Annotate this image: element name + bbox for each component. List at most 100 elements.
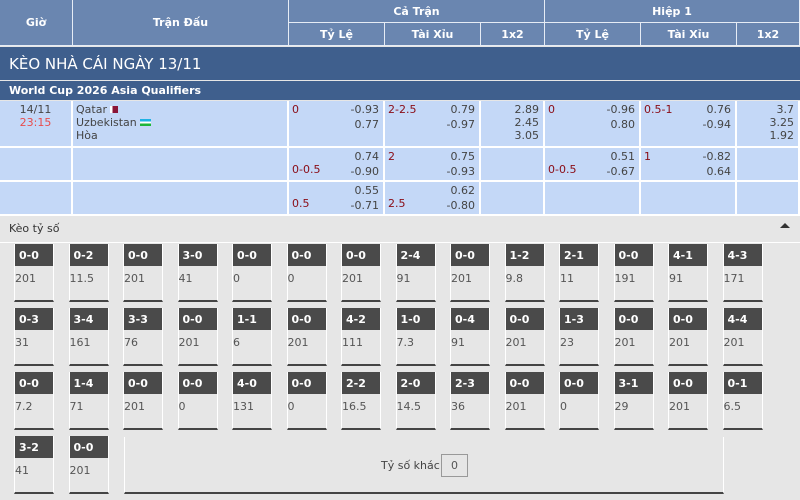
score-cell[interactable]: 0-0 201 [68, 436, 109, 494]
odds-value[interactable]: 0.75 [450, 150, 476, 163]
score-cell[interactable]: 0-4 91 [450, 308, 490, 366]
score-odds: 11.5 [69, 272, 95, 285]
score-label: 1-0 [396, 308, 435, 330]
score-label: 0-0 [15, 244, 53, 266]
score-cell[interactable]: 4-4 201 [722, 308, 763, 366]
odds-value[interactable]: 0.55 [354, 184, 380, 197]
score-cell[interactable]: 0-0 7.2 [14, 372, 54, 430]
score-cell[interactable]: 2-0 14.5 [395, 372, 436, 430]
page-title: KÈO NHÀ CÁI NGÀY 13/11 [0, 47, 800, 80]
odds-value[interactable]: 0.74 [354, 150, 380, 163]
odds-1x2-value[interactable]: 3.25 [769, 116, 795, 129]
other-score-value[interactable]: 0 [441, 454, 468, 477]
score-cell[interactable]: 0-0 0 [177, 372, 218, 430]
odds-value[interactable]: -0.67 [606, 165, 635, 178]
league-name[interactable]: World Cup 2026 Asia Qualifiers [0, 81, 800, 100]
score-cell[interactable]: 0-0 201 [123, 372, 163, 430]
odds-value[interactable]: -0.94 [702, 118, 731, 131]
col-ca-tran: Cả Trận [289, 0, 545, 23]
odds-value[interactable]: -0.71 [350, 199, 379, 212]
odds-value[interactable]: -0.93 [350, 103, 379, 116]
odds-value[interactable]: -0.96 [606, 103, 635, 116]
score-cell[interactable]: 1-3 23 [559, 308, 599, 366]
collapse-arrow-icon[interactable] [780, 223, 790, 228]
home-team[interactable]: Qatar [73, 101, 287, 116]
score-cell[interactable]: 0-0 0 [286, 372, 327, 430]
score-cell[interactable]: 3-3 76 [123, 308, 163, 366]
score-label: 4-1 [669, 244, 707, 266]
score-cell[interactable]: 0-0 0 [232, 244, 272, 302]
score-cell[interactable]: 0-0 201 [668, 308, 708, 366]
odds-value[interactable]: 0.79 [450, 103, 476, 116]
score-cell[interactable]: 0-0 201 [341, 244, 381, 302]
odds-cell: 0-0.5 0.51 -0.67 [545, 148, 641, 182]
score-cell[interactable]: 0-0 201 [504, 372, 545, 430]
match-date: 14/11 [19, 103, 52, 116]
odds-value[interactable]: -0.82 [702, 150, 731, 163]
score-cell[interactable]: 0-0 201 [668, 372, 708, 430]
score-cell[interactable]: 1-4 71 [68, 372, 109, 430]
score-odds: 0 [287, 400, 295, 413]
score-odds: 201 [669, 400, 690, 413]
odds-1x2-value[interactable]: 2.45 [514, 116, 540, 129]
score-cell[interactable]: 2-2 16.5 [341, 372, 381, 430]
score-cell[interactable]: 0-3 31 [14, 308, 54, 366]
score-odds: 16.5 [342, 400, 367, 413]
score-cell[interactable]: 0-0 201 [504, 308, 545, 366]
odds-value[interactable]: 0.76 [706, 103, 732, 116]
score-label: 0-0 [451, 244, 489, 266]
score-cell[interactable]: 4-3 171 [722, 244, 763, 302]
score-cell[interactable]: 0-0 0 [286, 244, 327, 302]
odds-cell [73, 182, 289, 216]
score-cell[interactable]: 1-2 9.8 [504, 244, 545, 302]
score-label: 1-4 [69, 372, 108, 394]
col-tran-dau: Trận Đấu [73, 0, 289, 46]
odds-value[interactable]: -0.90 [350, 165, 379, 178]
score-cell[interactable]: 4-2 111 [341, 308, 381, 366]
score-cell[interactable]: 0-0 201 [450, 244, 490, 302]
score-cell[interactable]: 4-1 91 [668, 244, 708, 302]
score-cell[interactable]: 3-4 161 [68, 308, 109, 366]
score-cell[interactable]: 3-2 41 [14, 436, 54, 494]
score-cell[interactable]: 3-1 29 [613, 372, 654, 430]
odds-1x2-value[interactable]: 3.7 [776, 103, 795, 116]
score-cell[interactable]: 0-0 201 [613, 308, 654, 366]
score-cell[interactable]: 0-0 0 [559, 372, 599, 430]
score-cell[interactable]: 1-0 7.3 [395, 308, 436, 366]
score-cell[interactable]: 2-3 36 [450, 372, 490, 430]
odds-1x2-value[interactable]: 1.92 [769, 129, 795, 142]
score-cell[interactable]: 0-1 6.5 [722, 372, 763, 430]
odds-value[interactable]: 0.51 [610, 150, 636, 163]
odds-value[interactable]: -0.80 [446, 199, 475, 212]
score-cell[interactable]: 0-2 11.5 [68, 244, 109, 302]
correct-score-header[interactable]: Kèo tỷ số [0, 215, 800, 243]
score-cell[interactable]: 4-0 131 [232, 372, 272, 430]
score-cell[interactable]: 0-0 201 [286, 308, 327, 366]
away-team[interactable]: Uzbekistan [73, 116, 287, 129]
score-cell[interactable]: 2-1 11 [559, 244, 599, 302]
uzbekistan-flag-icon [139, 119, 151, 126]
score-odds: 201 [178, 336, 200, 349]
score-cell[interactable]: 3-0 41 [177, 244, 218, 302]
score-cell[interactable]: 2-4 91 [395, 244, 436, 302]
odds-value[interactable]: -0.93 [446, 165, 475, 178]
score-cell[interactable]: 0-0 191 [613, 244, 654, 302]
odds-1x2-value[interactable]: 3.05 [514, 129, 540, 142]
score-cell[interactable]: 0-0 201 [177, 308, 218, 366]
odds-cell: 0.5 0.55 -0.71 [289, 182, 385, 216]
odds-value[interactable]: 0.62 [450, 184, 476, 197]
odds-cell [641, 182, 737, 216]
odds-1x2-value[interactable]: 2.89 [514, 103, 540, 116]
col-ft-1x2: 1x2 [481, 23, 545, 46]
odds-value[interactable]: 0.77 [354, 118, 380, 131]
score-cell[interactable]: 0-0 201 [123, 244, 163, 302]
score-cell[interactable]: 0-0 201 [14, 244, 54, 302]
odds-value[interactable]: -0.97 [446, 118, 475, 131]
score-odds: 23 [560, 336, 574, 349]
odds-value[interactable]: 0.64 [706, 165, 732, 178]
odds-cell: 14/11 23:15 [0, 101, 73, 148]
odds-value[interactable]: 0.80 [610, 118, 636, 131]
score-label: 2-1 [560, 244, 598, 266]
col-ft-taixiu: Tài Xỉu [385, 23, 481, 46]
score-cell[interactable]: 1-1 6 [232, 308, 272, 366]
